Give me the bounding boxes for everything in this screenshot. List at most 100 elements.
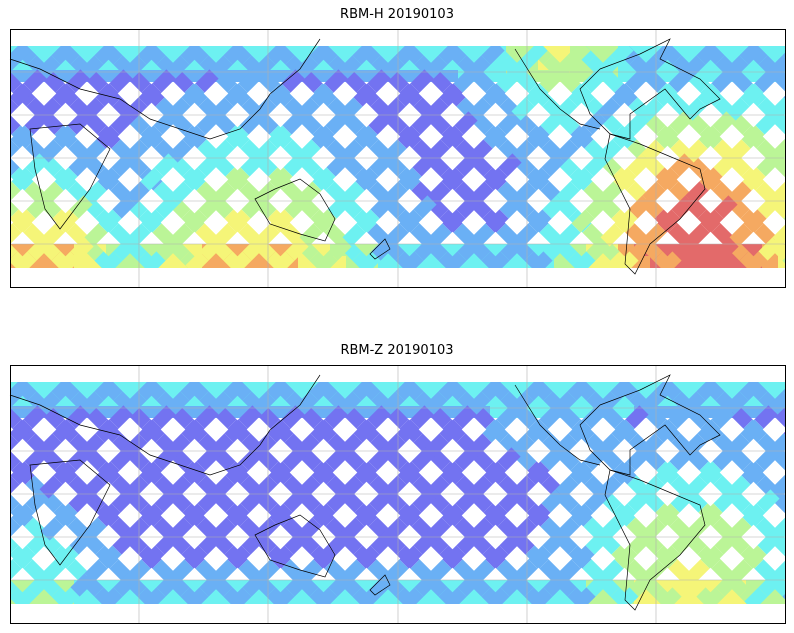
swath-segment [612,125,636,149]
swath-segment [383,139,407,163]
swath-segment [99,251,123,268]
swath-segment [455,153,479,177]
swath-segment [498,489,522,513]
swath-segment [790,130,794,144]
swath-segment [514,223,538,247]
swath-segment [714,195,738,219]
swath-segment [226,503,250,527]
swath-segment [599,181,623,205]
swath-segment [268,125,292,149]
swath-segment [701,587,725,604]
swath-segment [352,382,376,401]
swath-segment [326,489,350,513]
swath-segment [439,83,463,107]
swath-segment [698,461,722,485]
swath-segment [52,419,76,443]
swath-segment [741,125,765,149]
swath-segment [711,405,735,429]
swath-segment [225,461,249,485]
swath-segment [729,223,753,247]
swath-segment [440,461,464,485]
swath-segment [696,46,720,65]
swath-segment [139,125,163,149]
swath-segment [326,153,350,177]
swath-segment [41,559,65,583]
swath-segment [728,181,752,205]
swath-segment [626,111,650,135]
swath-segment [310,419,334,443]
swath-segment [641,475,665,499]
swath-segment [655,461,679,485]
swath-segment [238,69,262,93]
swath-segment [727,139,751,163]
swath-segment [195,405,219,429]
swath-segment [584,153,608,177]
swath-cell [778,382,785,394]
swath-segment [682,391,706,415]
swath-segment [671,531,695,555]
swath-segment [554,97,578,121]
swath-segment [369,153,393,177]
swath-segment [354,461,378,485]
swath-cell [682,592,698,604]
swath-segment [126,517,150,541]
swath-segment [726,433,750,457]
swath-segment [170,559,194,583]
swath-segment [438,382,462,401]
swath-cell [682,256,698,268]
swath-segment [111,489,135,513]
swath-segment [782,388,785,394]
swath-segment [670,153,694,177]
swath-segment [453,405,477,429]
swath-segment [669,447,693,471]
swath-segment [309,46,333,65]
swath-segment [138,419,162,443]
swath-segment [81,433,105,457]
swath-segment [38,433,62,457]
swath-cell [122,592,138,604]
swath-segment [267,419,291,443]
swath-segment [454,111,478,135]
swath-segment [324,69,348,93]
swath-cell [554,382,570,394]
swath-segment [686,559,710,583]
swath-segment [783,553,785,557]
swath-segment [744,251,768,268]
swath-segment [196,111,220,135]
swath-segment [253,97,277,121]
swath-segment [52,83,76,107]
swath-segment [311,125,335,149]
swath-segment [210,433,234,457]
swath-segment [756,153,780,177]
swath-segment [168,475,192,499]
swath-segment [713,153,737,177]
swath-segment [154,153,178,177]
swath-segment [654,419,678,443]
swath-segment [568,419,592,443]
swath-segment [227,545,251,569]
swath-segment [743,545,767,569]
swath-segment [282,111,306,135]
swath-segment [554,433,578,457]
swath-segment [614,209,638,233]
swath-segment [340,139,364,163]
swath-segment [353,419,377,443]
swath-segment [10,475,20,495]
swath-segment [471,223,495,247]
swath-segment [610,46,634,65]
swath-segment [96,125,120,149]
swath-segment [223,46,247,65]
swath-segment [240,153,264,177]
swath-segment [268,461,292,485]
swath-segment [457,573,481,597]
swath-segment [314,587,338,604]
swath-segment [339,433,363,457]
swath-segment [481,382,505,401]
swath-segment [768,55,785,79]
swath-segment [625,69,649,93]
swath-segment [10,125,34,149]
swath-segment [540,447,564,471]
swath-segment [370,531,394,555]
swath-segment [266,382,290,401]
swath-segment [511,433,535,457]
